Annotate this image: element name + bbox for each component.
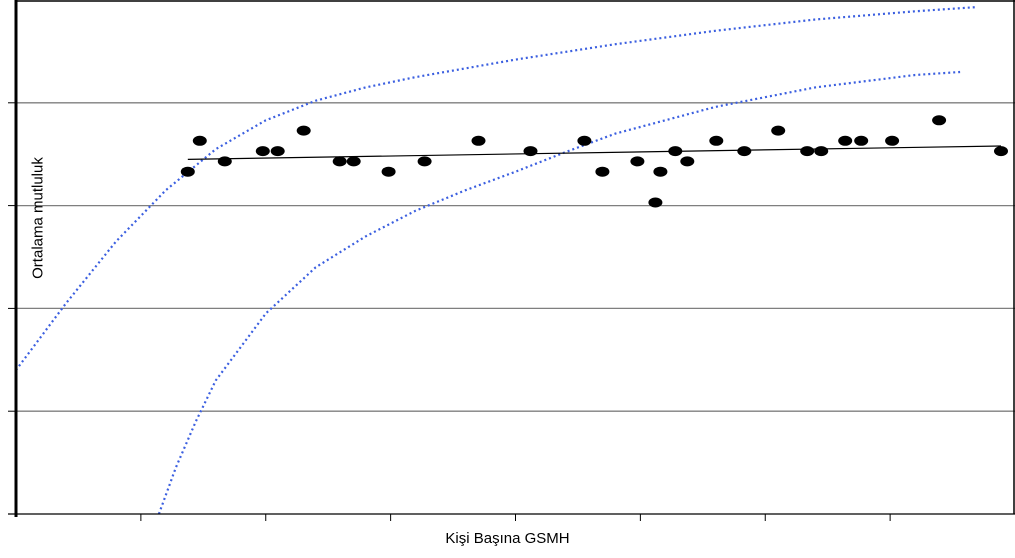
data-point xyxy=(270,146,285,157)
data-point xyxy=(630,156,645,167)
data-point xyxy=(648,197,663,208)
curve-line-2 xyxy=(157,70,961,515)
data-point xyxy=(332,156,347,167)
point-layer xyxy=(180,115,1008,208)
data-point xyxy=(255,146,270,157)
data-point xyxy=(381,166,396,177)
x-axis-title: Kişi Başına GSMH xyxy=(445,530,570,547)
data-point xyxy=(854,135,869,146)
trend-layer xyxy=(187,145,1002,160)
curve-line-1 xyxy=(15,6,976,371)
y-axis-title: Ortalama mutluluk xyxy=(29,157,47,279)
data-point xyxy=(885,135,900,146)
data-point xyxy=(595,166,610,177)
data-point xyxy=(994,146,1008,157)
data-point xyxy=(668,146,683,157)
gridlines xyxy=(16,102,1015,412)
data-point xyxy=(417,156,432,167)
data-point xyxy=(192,135,207,146)
data-point xyxy=(737,146,752,157)
data-point xyxy=(709,135,724,146)
data-point xyxy=(814,146,829,157)
axes xyxy=(8,0,1015,521)
data-point xyxy=(680,156,695,167)
trend-line xyxy=(187,145,1002,160)
data-point xyxy=(180,166,195,177)
data-point xyxy=(217,156,232,167)
data-point xyxy=(653,166,668,177)
data-point xyxy=(932,115,947,126)
data-point xyxy=(523,146,538,157)
data-point xyxy=(838,135,853,146)
data-point xyxy=(577,135,592,146)
data-point xyxy=(296,125,311,136)
data-point xyxy=(800,146,815,157)
data-point xyxy=(471,135,486,146)
data-point xyxy=(771,125,786,136)
data-point xyxy=(346,156,361,167)
curve-layer xyxy=(15,6,976,515)
